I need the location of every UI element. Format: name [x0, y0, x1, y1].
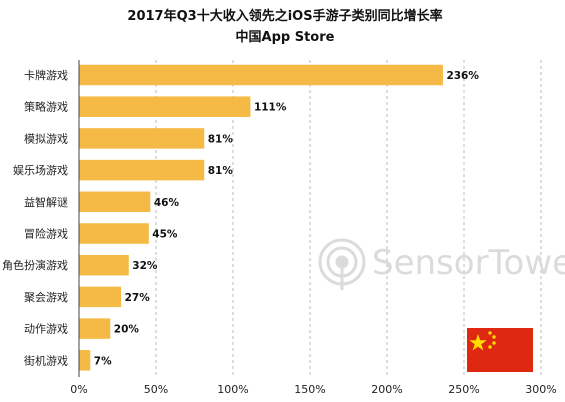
x-tick-label: 200%: [371, 383, 402, 396]
data-label: 45%: [152, 229, 178, 241]
category-label: 街机游戏: [24, 353, 68, 367]
data-label: 81%: [208, 133, 234, 145]
x-tick-label: 50%: [144, 383, 168, 396]
chart-title: 2017年Q3十大收入领先之iOS手游子类别同比增长率: [127, 8, 442, 24]
bar: [79, 191, 151, 213]
x-tick-label: 0%: [70, 383, 87, 396]
flag-small-star-icon: [488, 331, 492, 335]
data-label: 7%: [94, 355, 112, 367]
category-label: 动作游戏: [24, 323, 68, 336]
flag-small-star-icon: [488, 345, 492, 349]
bar: [79, 96, 251, 117]
flag-small-star-icon: [492, 335, 496, 339]
data-labels: 236% 111% 81% 81% 46% 45% 32% 27% 20% 7%: [94, 70, 480, 367]
flag-small-star-icon: [492, 341, 496, 345]
gridlines: [78, 60, 542, 377]
category-label: 益智解谜: [24, 195, 68, 209]
bar: [79, 350, 91, 371]
sensortower-watermark: SensorTower: [318, 238, 565, 290]
x-tick-label: 300%: [525, 383, 556, 396]
bar: [79, 64, 443, 86]
data-label: 32%: [132, 260, 158, 272]
bar: [79, 286, 122, 308]
data-label: 111%: [254, 102, 287, 114]
category-label: 冒险游戏: [24, 227, 68, 241]
category-label: 娱乐场游戏: [13, 163, 68, 177]
sensortower-logo-icon: [318, 238, 366, 290]
x-tick-label: 150%: [294, 383, 325, 396]
bar: [79, 159, 205, 181]
china-flag: [467, 328, 533, 372]
category-label: 卡牌游戏: [24, 68, 68, 82]
category-label: 策略游戏: [24, 100, 68, 114]
x-tick-labels: 0% 50% 100% 150% 200% 250% 300%: [70, 383, 556, 396]
watermark-text: SensorTower: [372, 243, 565, 283]
data-label: 27%: [125, 292, 151, 304]
category-label: 模拟游戏: [24, 131, 68, 145]
category-labels: 卡牌游戏策略游戏模拟游戏娱乐场游戏益智解谜冒险游戏角色扮演游戏聚会游戏动作游戏街…: [2, 68, 68, 367]
flag-big-star-icon: [469, 334, 487, 351]
category-label: 聚会游戏: [24, 291, 68, 304]
bar: [79, 223, 149, 244]
chart-subtitle: 中国App Store: [236, 29, 335, 45]
x-tick-label: 100%: [217, 383, 248, 396]
bar: [79, 128, 205, 149]
data-label: 20%: [114, 324, 140, 336]
data-label: 236%: [446, 70, 479, 82]
bars: [79, 64, 443, 371]
data-label: 81%: [208, 165, 234, 177]
bar: [79, 254, 129, 276]
bar: [79, 318, 111, 339]
category-label: 角色扮演游戏: [2, 258, 68, 272]
x-tick-label: 250%: [448, 383, 479, 396]
data-label: 46%: [154, 197, 180, 209]
